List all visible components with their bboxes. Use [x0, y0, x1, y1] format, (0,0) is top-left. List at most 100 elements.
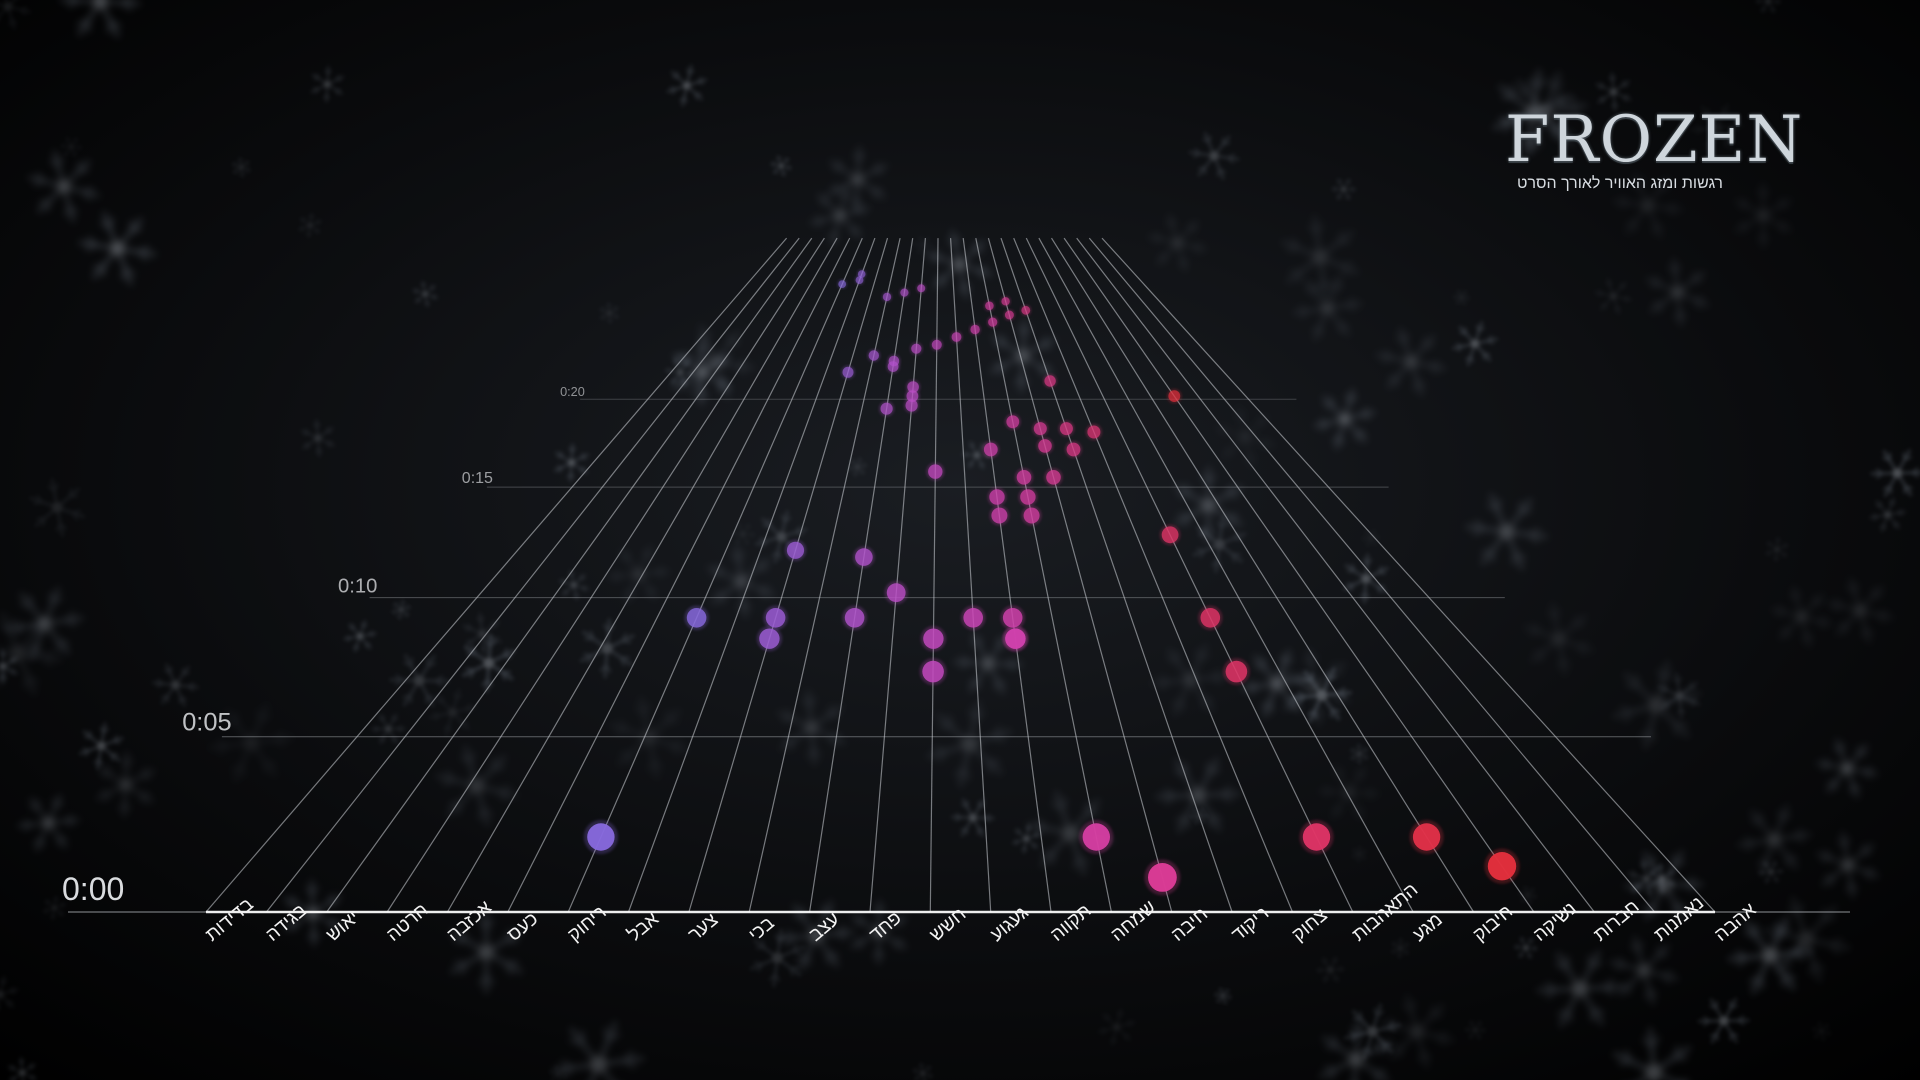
emotion-point[interactable]: [1046, 470, 1061, 485]
emotion-point[interactable]: [900, 288, 909, 297]
snowflake-icon: [1645, 258, 1710, 327]
emotion-point[interactable]: [868, 350, 879, 361]
emotion-point[interactable]: [1005, 628, 1026, 649]
emotion-point[interactable]: [882, 292, 892, 302]
time-tick-label: 0:15: [462, 470, 493, 487]
emotion-point[interactable]: [1004, 310, 1014, 320]
brand-logo: FROZEN: [1505, 103, 1804, 177]
snowflake-icon: [1762, 896, 1851, 983]
emotion-point[interactable]: [1412, 823, 1441, 851]
emotion-point[interactable]: [905, 399, 918, 412]
grid-line: [987, 237, 1173, 913]
emotion-point[interactable]: [786, 541, 805, 559]
grid-line: [567, 237, 863, 913]
grid-line: [962, 238, 1052, 913]
emotion-point[interactable]: [759, 628, 780, 649]
emotion-point[interactable]: [838, 280, 847, 288]
snowflake-icon: [1870, 449, 1920, 497]
emotion-point[interactable]: [922, 660, 944, 683]
emotion-point[interactable]: [983, 442, 998, 457]
time-tick-label: 0:05: [182, 708, 231, 736]
emotion-point[interactable]: [988, 317, 998, 327]
brand: FROZEN רגשות ומזג האוויר לאורך הסרט: [1505, 103, 1804, 193]
snowflake-icon: [310, 65, 345, 103]
time-axis-ticks: 0:00 0:05 0:10 0:15 0:20: [62, 385, 1651, 907]
emotion-point[interactable]: [951, 332, 962, 342]
snowflake-icon: [42, 895, 67, 921]
emotion-point[interactable]: [887, 361, 899, 372]
snowflake-icon: [0, 0, 32, 30]
snowflake-icon: [1313, 388, 1376, 450]
snowflake-icon: [1452, 289, 1470, 306]
snowflake-icon: [1451, 321, 1498, 367]
emotion-point[interactable]: [917, 284, 926, 293]
emotion-point[interactable]: [686, 608, 707, 628]
emotion-point[interactable]: [1016, 470, 1032, 485]
snowflake-icon: [579, 618, 635, 679]
emotion-point[interactable]: [765, 608, 786, 628]
snowflake-icon: [343, 620, 377, 653]
emotion-point[interactable]: [1066, 442, 1081, 457]
snowflake-icon: [1188, 131, 1240, 180]
emotion-point[interactable]: [1044, 375, 1056, 387]
emotion-point[interactable]: [1082, 823, 1111, 851]
emotion-point[interactable]: [842, 366, 854, 378]
emotion-point[interactable]: [1002, 608, 1023, 628]
snowflake-icon: [1390, 937, 1410, 959]
snowflake-icon: [1465, 493, 1548, 571]
emotion-point[interactable]: [1302, 823, 1331, 851]
emotion-point[interactable]: [855, 548, 873, 566]
emotion-point[interactable]: [844, 608, 865, 628]
emotion-point[interactable]: [991, 507, 1008, 524]
emotion-point[interactable]: [1148, 863, 1177, 892]
snowflake-icon: [1097, 1007, 1136, 1047]
emotion-point[interactable]: [1161, 526, 1179, 544]
snowflake-icon: [1816, 832, 1880, 898]
snowflake-icon: [60, 0, 141, 38]
snowflake-icon: [850, 899, 908, 965]
snowflake-icon: [827, 146, 888, 213]
emotion-point[interactable]: [1059, 422, 1073, 436]
snowflake-icon: [96, 752, 156, 818]
snowflake-icon: [809, 185, 871, 246]
emotion-point[interactable]: [963, 608, 983, 628]
grid-line: [1013, 237, 1294, 913]
grid-line: [1038, 237, 1414, 913]
emotion-point[interactable]: [1021, 305, 1031, 315]
emotion-point[interactable]: [886, 583, 906, 603]
emotion-point[interactable]: [931, 339, 942, 350]
emotion-point[interactable]: [985, 301, 994, 311]
emotion-point[interactable]: [1023, 507, 1040, 524]
emotion-point[interactable]: [1038, 439, 1052, 453]
snowflake-icon: [283, 879, 343, 947]
snowflake-icon: [1292, 275, 1363, 342]
emotion-point[interactable]: [923, 628, 944, 649]
emotion-point[interactable]: [1487, 852, 1517, 881]
snowflake-icon: [1609, 935, 1679, 1005]
emotion-point[interactable]: [911, 343, 922, 354]
snowflake-icon: [749, 928, 805, 988]
snowflake-icon: [1350, 743, 1369, 764]
emotion-point[interactable]: [1033, 422, 1047, 436]
grid-line: [809, 238, 914, 913]
emotion-point[interactable]: [970, 324, 980, 335]
snowflake-icon: [391, 599, 411, 620]
emotion-point[interactable]: [1168, 390, 1181, 402]
emotion-point[interactable]: [1020, 489, 1036, 505]
snowflake-icon: [389, 653, 449, 708]
emotion-point[interactable]: [1006, 415, 1020, 429]
emotion-point[interactable]: [1087, 425, 1101, 439]
brand-subtitle: רגשות ומזג האוויר לאורך הסרט: [1517, 175, 1723, 192]
emotion-point[interactable]: [1001, 297, 1010, 306]
emotion-point[interactable]: [928, 464, 943, 479]
snowflake-icon: [1331, 178, 1357, 201]
emotion-point[interactable]: [1225, 660, 1248, 683]
emotion-point[interactable]: [1200, 608, 1221, 628]
snowflake-icon: [1361, 529, 1381, 547]
snowflake-icon: [552, 1021, 645, 1080]
emotion-point[interactable]: [587, 823, 615, 851]
emotion-point[interactable]: [855, 276, 864, 284]
emotion-point[interactable]: [880, 402, 893, 415]
emotion-point[interactable]: [989, 489, 1005, 505]
